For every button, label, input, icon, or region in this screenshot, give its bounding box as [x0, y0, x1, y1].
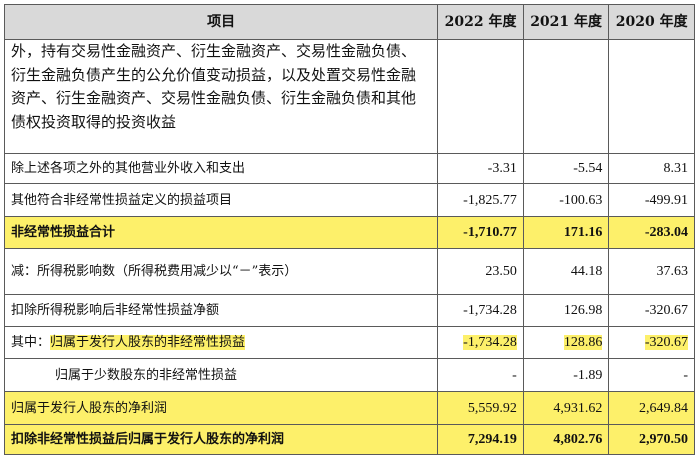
row-value-2022: 5,559.92: [437, 391, 524, 425]
row-value-2020: -320.67: [608, 294, 695, 327]
row-value-2020: -320.67: [608, 326, 695, 359]
row-value-2022: 23.50: [437, 248, 524, 295]
row-value-2020: [608, 39, 695, 154]
table-row: 减：所得税影响数（所得税费用减少以“－”表示） 23.50 44.18 37.6…: [3, 248, 695, 295]
table-row: 除上述各项之外的其他营业外收入和支出 -3.31 -5.54 8.31: [3, 153, 695, 184]
row-value-2020: 2,649.84: [608, 391, 695, 425]
table-row: 扣除所得税影响后非经常性损益净额 -1,734.28 126.98 -320.6…: [3, 294, 695, 327]
row-value-2021: -1.89: [522, 358, 610, 392]
row-item-text: 扣除非经常性损益后归属于发行人股东的净利润: [3, 424, 439, 455]
table-row-total: 非经常性损益合计 -1,710.77 171.16 -283.04: [3, 216, 695, 249]
row-value-2022: -: [437, 358, 524, 392]
row-value-2020: 8.31: [608, 153, 695, 184]
row-item-text: 其他符合非经常性损益定义的损益项目: [3, 183, 439, 217]
table-row: 归属于发行人股东的净利润 5,559.92 4,931.62 2,649.84: [3, 391, 695, 425]
row-value-2021: 4,931.62: [522, 391, 610, 425]
row-item-text: 归属于发行人股东的净利润: [3, 391, 439, 425]
row-value-2022: -3.31: [437, 153, 524, 184]
row-value-2020: 2,970.50: [608, 424, 695, 455]
row-value-2021: -100.63: [522, 183, 610, 217]
table-header-row: 项目 2022 年度 2021 年度 2020 年度: [3, 4, 695, 40]
row-value-2021: -5.54: [522, 153, 610, 184]
header-2020: 2020 年度: [608, 4, 695, 40]
row-value-2021: 171.16: [522, 216, 610, 249]
row-value-2022-highlighted: -1,734.28: [463, 335, 517, 350]
row-item-text: 减：所得税影响数（所得税费用减少以“－”表示）: [3, 248, 439, 295]
row-value-2020-highlighted: -320.67: [644, 335, 688, 350]
row-value-2022: -1,825.77: [437, 183, 524, 217]
row-item-cell: 其中：归属于发行人股东的非经常性损益: [3, 326, 439, 359]
row-value-2021: 44.18: [522, 248, 610, 295]
financial-table: 项目 2022 年度 2021 年度 2020 年度 外，持有交易性金融资产、衍…: [3, 4, 695, 455]
row-value-2021: 4,802.76: [522, 424, 610, 455]
row-value-2020: 37.63: [608, 248, 695, 295]
row-value-2022: -1,734.28: [437, 326, 524, 359]
row-value-2021: [522, 39, 610, 154]
table-row: 其他符合非经常性损益定义的损益项目 -1,825.77 -100.63 -499…: [3, 183, 695, 217]
header-2021: 2021 年度: [522, 4, 610, 40]
row-item-prefix: 其中：: [11, 335, 51, 350]
row-item-text: 扣除所得税影响后非经常性损益净额: [3, 294, 439, 327]
row-value-2022: -1,710.77: [437, 216, 524, 249]
row-item-text: 除上述各项之外的其他营业外收入和支出: [3, 153, 439, 184]
header-2022: 2022 年度: [437, 4, 524, 40]
table-row: 外，持有交易性金融资产、衍生金融资产、交易性金融负债、衍生金融负债产生的公允价值…: [3, 39, 695, 154]
row-value-2021: 128.86: [522, 326, 610, 359]
row-value-2022: -1,734.28: [437, 294, 524, 327]
table-row: 归属于少数股东的非经常性损益 - -1.89 -: [3, 358, 695, 392]
row-value-2022: 7,294.19: [437, 424, 524, 455]
header-item: 项目: [3, 4, 439, 40]
table-row-total: 扣除非经常性损益后归属于发行人股东的净利润 7,294.19 4,802.76 …: [3, 424, 695, 455]
row-item-text: 非经常性损益合计: [3, 216, 439, 249]
row-item-text-highlighted: 归属于发行人股东的非经常性损益: [50, 335, 246, 350]
row-item-text: 归属于少数股东的非经常性损益: [3, 358, 439, 392]
row-value-2020: -: [608, 358, 695, 392]
row-value-2021: 126.98: [522, 294, 610, 327]
table-row: 其中：归属于发行人股东的非经常性损益 -1,734.28 128.86 -320…: [3, 326, 695, 359]
row-value-2021-highlighted: 128.86: [563, 335, 603, 350]
row-item-text: 外，持有交易性金融资产、衍生金融资产、交易性金融负债、衍生金融负债产生的公允价值…: [3, 39, 439, 154]
row-value-2020: -283.04: [608, 216, 695, 249]
row-value-2020: -499.91: [608, 183, 695, 217]
row-value-2022: [437, 39, 524, 154]
